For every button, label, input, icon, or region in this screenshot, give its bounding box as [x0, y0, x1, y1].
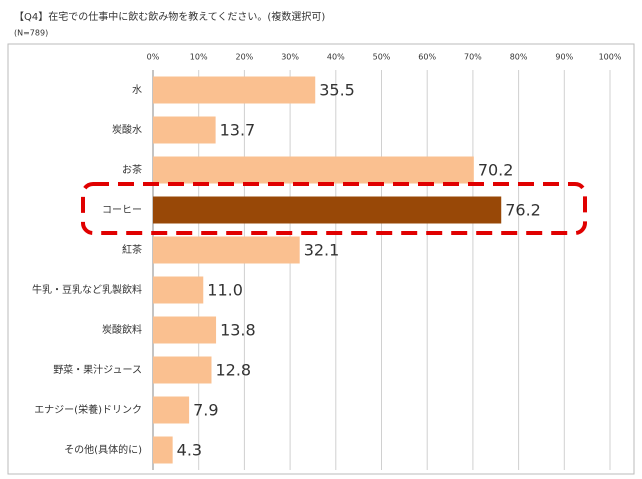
value-label: 35.5 [319, 81, 355, 100]
y-tick-label: 牛乳・豆乳など乳製飲料 [32, 283, 142, 296]
y-tick-label: エナジー(栄養)ドリンク [34, 403, 142, 416]
x-tick-label: 20% [236, 53, 254, 62]
y-tick-label: 野菜・果汁ジュース [53, 363, 142, 376]
bar [153, 196, 502, 224]
value-label: 70.2 [478, 161, 514, 180]
y-tick-label: 炭酸水 [112, 123, 142, 136]
x-tick-label: 30% [281, 53, 299, 62]
value-label: 13.8 [220, 321, 256, 340]
y-tick-label: その他(具体的に) [64, 443, 142, 456]
bar [153, 116, 216, 144]
value-label: 7.9 [193, 401, 218, 420]
chart-subtitle: (N=789) [14, 29, 48, 38]
x-tick-label: 80% [510, 53, 528, 62]
x-tick-label: 10% [190, 53, 208, 62]
value-label: 12.8 [215, 361, 251, 380]
value-label: 76.2 [505, 201, 541, 220]
x-tick-label: 60% [418, 53, 436, 62]
value-label: 11.0 [207, 281, 243, 300]
value-label: 32.1 [304, 241, 340, 260]
value-label: 4.3 [177, 441, 202, 460]
value-label: 13.7 [220, 121, 256, 140]
x-tick-label: 70% [464, 53, 482, 62]
y-tick-label: コーヒー [102, 204, 142, 216]
bar [153, 156, 474, 184]
bar [153, 276, 204, 304]
y-tick-label: 紅茶 [122, 243, 142, 256]
x-tick-label: 50% [373, 53, 391, 62]
bar [153, 436, 173, 464]
chart-frame [7, 43, 635, 475]
x-tick-label: 40% [327, 53, 345, 62]
y-tick-label: 炭酸飲料 [102, 323, 142, 336]
bar [153, 396, 190, 424]
bar [153, 236, 300, 264]
bar [153, 76, 316, 104]
bar [153, 316, 217, 344]
x-tick-label: 100% [599, 53, 622, 62]
y-tick-label: 水 [132, 84, 142, 96]
x-tick-label: 90% [555, 53, 573, 62]
chart-title: 【Q4】在宅での仕事中に飲む飲み物を教えてください。(複数選択可) [14, 10, 325, 23]
highlight-box [81, 182, 587, 235]
bar [153, 356, 212, 384]
x-tick-label: 0% [147, 53, 160, 62]
y-tick-label: お茶 [122, 163, 142, 176]
